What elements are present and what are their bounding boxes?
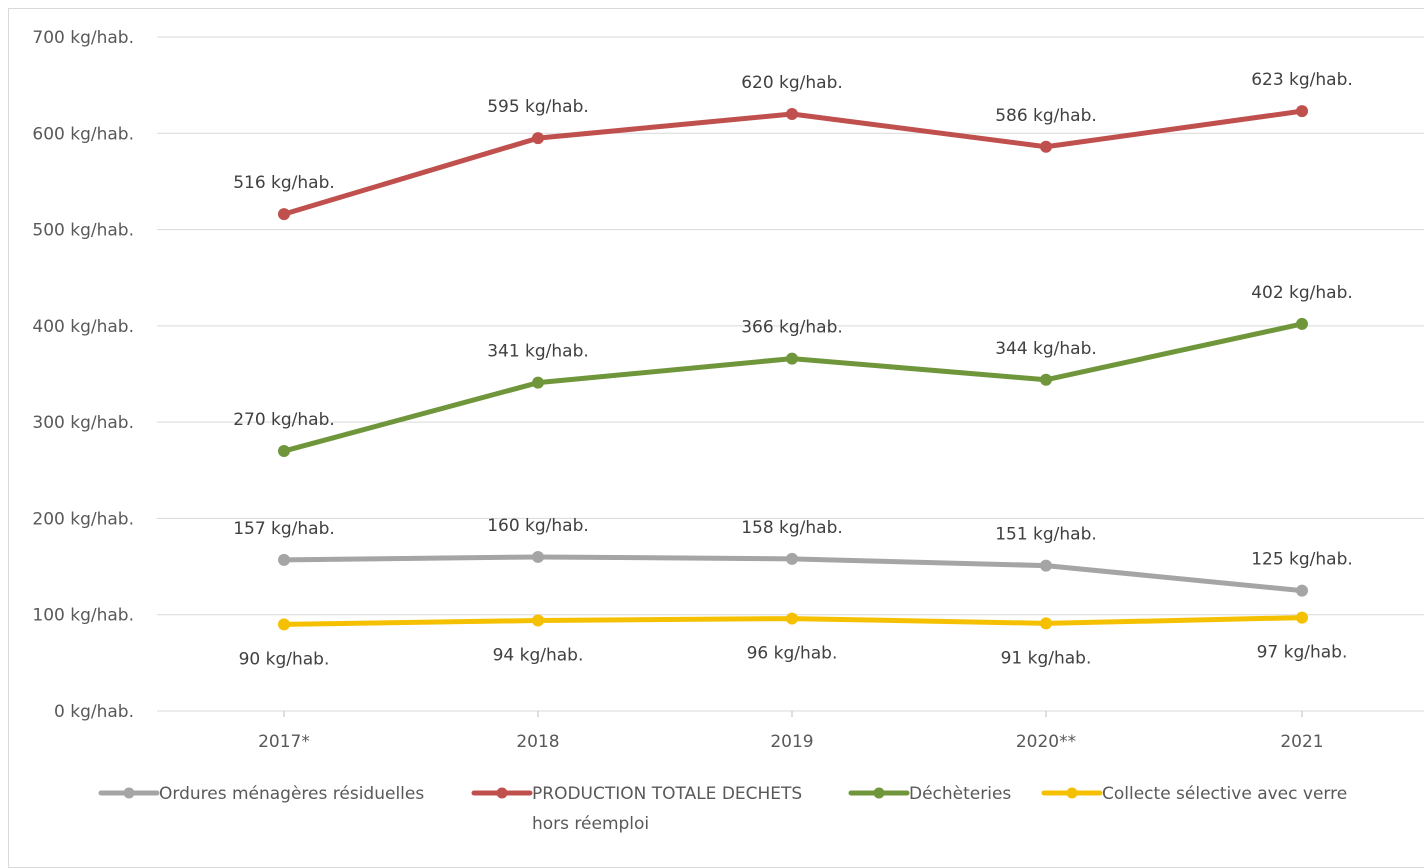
y-tick-label: 200 kg/hab. bbox=[32, 509, 134, 529]
y-axis: 0 kg/hab. 100 kg/hab. 200 kg/hab. 300 kg/ha… bbox=[32, 28, 134, 722]
data-point-collecte bbox=[532, 614, 544, 627]
y-tick-label: 600 kg/hab. bbox=[32, 124, 134, 144]
data-label-collecte: 90 kg/hab. bbox=[239, 649, 330, 669]
data-point-collecte bbox=[1296, 611, 1308, 624]
series-points bbox=[278, 105, 1308, 631]
legend-label-decheteries: Déchèteries bbox=[909, 784, 1011, 804]
data-point-decheteries bbox=[786, 352, 798, 365]
series-lines bbox=[281, 108, 1305, 627]
data-point-collecte bbox=[278, 618, 290, 631]
data-label-total: 516 kg/hab. bbox=[233, 173, 335, 193]
x-axis: 2017* 2018 2019 2020** 2021 bbox=[258, 711, 1324, 752]
legend: Ordures ménagères résiduelles PRODUCTION … bbox=[98, 784, 1347, 834]
data-point-omr bbox=[278, 553, 290, 566]
data-label-omr: 151 kg/hab. bbox=[995, 525, 1097, 545]
data-label-omr: 160 kg/hab. bbox=[487, 516, 589, 536]
data-label-collecte: 97 kg/hab. bbox=[1257, 643, 1348, 663]
data-point-omr bbox=[532, 550, 544, 563]
x-tick-label: 2019 bbox=[770, 732, 813, 752]
y-tick-label: 500 kg/hab. bbox=[32, 221, 134, 241]
y-tick-label: 700 kg/hab. bbox=[32, 28, 134, 48]
data-point-decheteries bbox=[1040, 373, 1052, 386]
y-tick-label: 100 kg/hab. bbox=[32, 606, 134, 626]
data-label-total: 620 kg/hab. bbox=[741, 73, 843, 93]
data-point-total bbox=[786, 108, 798, 121]
data-label-total: 595 kg/hab. bbox=[487, 97, 589, 117]
data-label-total: 586 kg/hab. bbox=[995, 106, 1097, 126]
series-line-total bbox=[281, 108, 1305, 217]
x-tick-label: 2017* bbox=[258, 732, 310, 752]
legend-marker-total bbox=[496, 787, 508, 799]
data-point-decheteries bbox=[1296, 317, 1308, 330]
data-point-omr bbox=[786, 552, 798, 565]
data-point-decheteries bbox=[532, 376, 544, 389]
x-tick-label: 2018 bbox=[516, 732, 559, 752]
data-point-collecte bbox=[786, 612, 798, 625]
x-tick-label: 2020** bbox=[1016, 732, 1076, 752]
legend-label-collecte: Collecte sélective avec verre bbox=[1102, 784, 1347, 804]
legend-label-omr: Ordures ménagères résiduelles bbox=[159, 784, 424, 804]
data-point-omr bbox=[1040, 559, 1052, 572]
legend-label-total: hors réemploi bbox=[532, 814, 649, 834]
data-label-collecte: 94 kg/hab. bbox=[493, 645, 584, 665]
y-tick-label: 0 kg/hab. bbox=[54, 702, 134, 722]
legend-marker-omr bbox=[123, 787, 135, 799]
y-tick-label: 400 kg/hab. bbox=[32, 317, 134, 337]
data-point-total bbox=[1040, 140, 1052, 153]
data-point-total bbox=[278, 208, 290, 221]
data-point-total bbox=[532, 132, 544, 145]
data-point-decheteries bbox=[278, 445, 290, 458]
legend-marker-collecte bbox=[1066, 787, 1078, 799]
data-label-collecte: 96 kg/hab. bbox=[747, 644, 838, 664]
x-tick-label: 2021 bbox=[1280, 732, 1323, 752]
data-labels: 157 kg/hab. 160 kg/hab. 158 kg/hab. 151 kg/… bbox=[233, 70, 1353, 669]
data-label-omr: 158 kg/hab. bbox=[741, 518, 843, 538]
data-point-collecte bbox=[1040, 617, 1052, 630]
gridlines bbox=[157, 36, 1424, 712]
data-label-omr: 157 kg/hab. bbox=[233, 519, 335, 539]
data-label-decheteries: 366 kg/hab. bbox=[741, 318, 843, 338]
data-label-omr: 125 kg/hab. bbox=[1251, 550, 1353, 570]
legend-marker-decheteries bbox=[873, 787, 885, 799]
data-point-omr bbox=[1296, 584, 1308, 597]
data-label-total: 623 kg/hab. bbox=[1251, 70, 1353, 90]
y-tick-label: 300 kg/hab. bbox=[32, 413, 134, 433]
data-label-decheteries: 270 kg/hab. bbox=[233, 410, 335, 430]
legend-label-total: PRODUCTION TOTALE DECHETS bbox=[532, 784, 802, 804]
data-label-decheteries: 341 kg/hab. bbox=[487, 342, 589, 362]
series-line-decheteries bbox=[281, 321, 1305, 454]
data-label-decheteries: 402 kg/hab. bbox=[1251, 283, 1353, 303]
line-chart: 0 kg/hab. 100 kg/hab. 200 kg/hab. 300 kg/ha… bbox=[32, 28, 1424, 834]
data-label-collecte: 91 kg/hab. bbox=[1001, 648, 1092, 668]
data-label-decheteries: 344 kg/hab. bbox=[995, 339, 1097, 359]
data-point-total bbox=[1296, 105, 1308, 118]
